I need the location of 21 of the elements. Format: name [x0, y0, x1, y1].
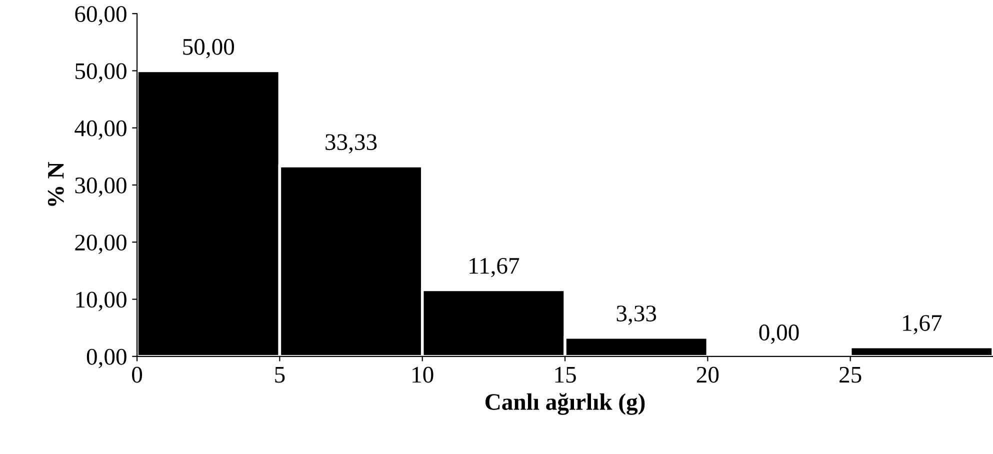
y-tick-label: 50,00 [76, 63, 126, 83]
data-label: 0,00 [759, 324, 799, 344]
y-tick-label: 30,00 [75, 177, 126, 197]
x-tick-label: 25 [840, 366, 862, 383]
x-axis-title: Canlı ağırlık (g) [486, 393, 645, 415]
y-tick-label: 0,00 [86, 348, 126, 368]
y-tick-label: 60,00 [75, 6, 126, 26]
y-tick-label: 40,00 [74, 120, 126, 140]
x-tick-label: 20 [696, 366, 719, 383]
x-tick-label: 5 [275, 367, 285, 383]
x-tick-label: 10 [412, 366, 434, 383]
data-label: 11,67 [470, 258, 520, 278]
x-tick-label: 15 [555, 366, 576, 383]
data-label: 50,00 [183, 38, 234, 58]
data-label: 33,33 [326, 134, 377, 154]
data-label: 1,67 [903, 315, 942, 334]
y-tick-label: 10,00 [76, 292, 126, 312]
x-tick-label: 0 [132, 366, 142, 383]
y-tick-label: 20,00 [75, 234, 126, 254]
y-axis-title: % N [48, 162, 64, 206]
data-label: 3,33 [616, 306, 656, 325]
